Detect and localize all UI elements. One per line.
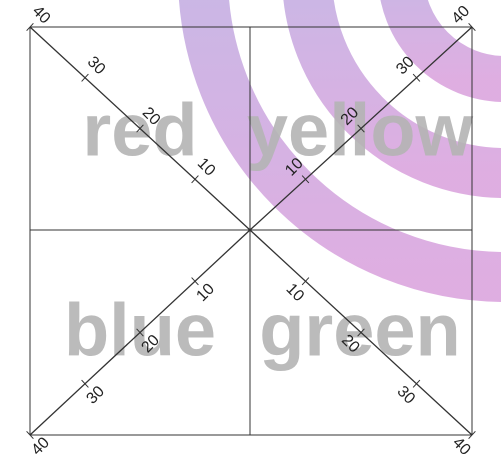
quadrant-label: green: [259, 289, 461, 372]
tick-label: 40: [449, 3, 474, 28]
quadrant-label: red: [82, 89, 197, 172]
quadrant-label: blue: [64, 289, 216, 372]
plot: redyellowbluegreen1020304010203040102030…: [27, 3, 476, 454]
tick-label: 30: [394, 383, 419, 408]
chart: redyellowbluegreen1020304010203040102030…: [0, 0, 501, 454]
